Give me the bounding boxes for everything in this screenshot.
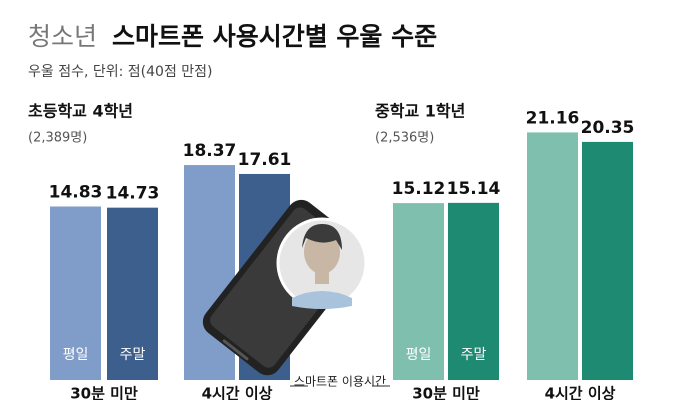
x-axis-label: 스마트폰 이용시간 xyxy=(294,375,386,389)
bar xyxy=(448,202,499,380)
value-label: 21.16 xyxy=(526,108,580,128)
title-light: 청소년 xyxy=(28,22,97,51)
legend-label: 주말 xyxy=(120,347,146,363)
value-label: 15.14 xyxy=(447,179,501,199)
x-tick-label: 4시간 이상 xyxy=(202,385,273,400)
phone-illustration xyxy=(202,199,368,376)
legend-label: 주말 xyxy=(461,347,487,363)
value-label: 14.83 xyxy=(49,182,103,202)
chart-title: 중학교 1학년 xyxy=(375,102,465,121)
legend-label: 평일 xyxy=(63,347,89,363)
x-tick-label: 4시간 이상 xyxy=(545,385,616,400)
chart-title: 초등학교 4학년 xyxy=(28,102,133,121)
value-label: 18.37 xyxy=(183,141,237,161)
x-tick-label: 30분 미만 xyxy=(412,385,480,400)
bar xyxy=(107,207,158,380)
value-label: 17.61 xyxy=(238,150,292,170)
chart-subtitle: (2,536명) xyxy=(375,131,434,146)
value-label: 20.35 xyxy=(581,118,635,138)
title: 스마트폰 사용시간별 우울 수준 xyxy=(112,22,437,51)
subtitle: 우울 점수, 단위: 점(40점 만점) xyxy=(28,64,213,80)
x-tick-label: 30분 미만 xyxy=(70,385,138,400)
bar xyxy=(50,206,101,380)
value-label: 14.73 xyxy=(106,184,160,204)
bar xyxy=(527,132,578,380)
chart-subtitle: (2,389명) xyxy=(28,131,87,146)
legend-label: 평일 xyxy=(406,347,432,363)
value-label: 15.12 xyxy=(392,179,446,199)
bar xyxy=(393,203,444,380)
bar xyxy=(582,141,633,380)
